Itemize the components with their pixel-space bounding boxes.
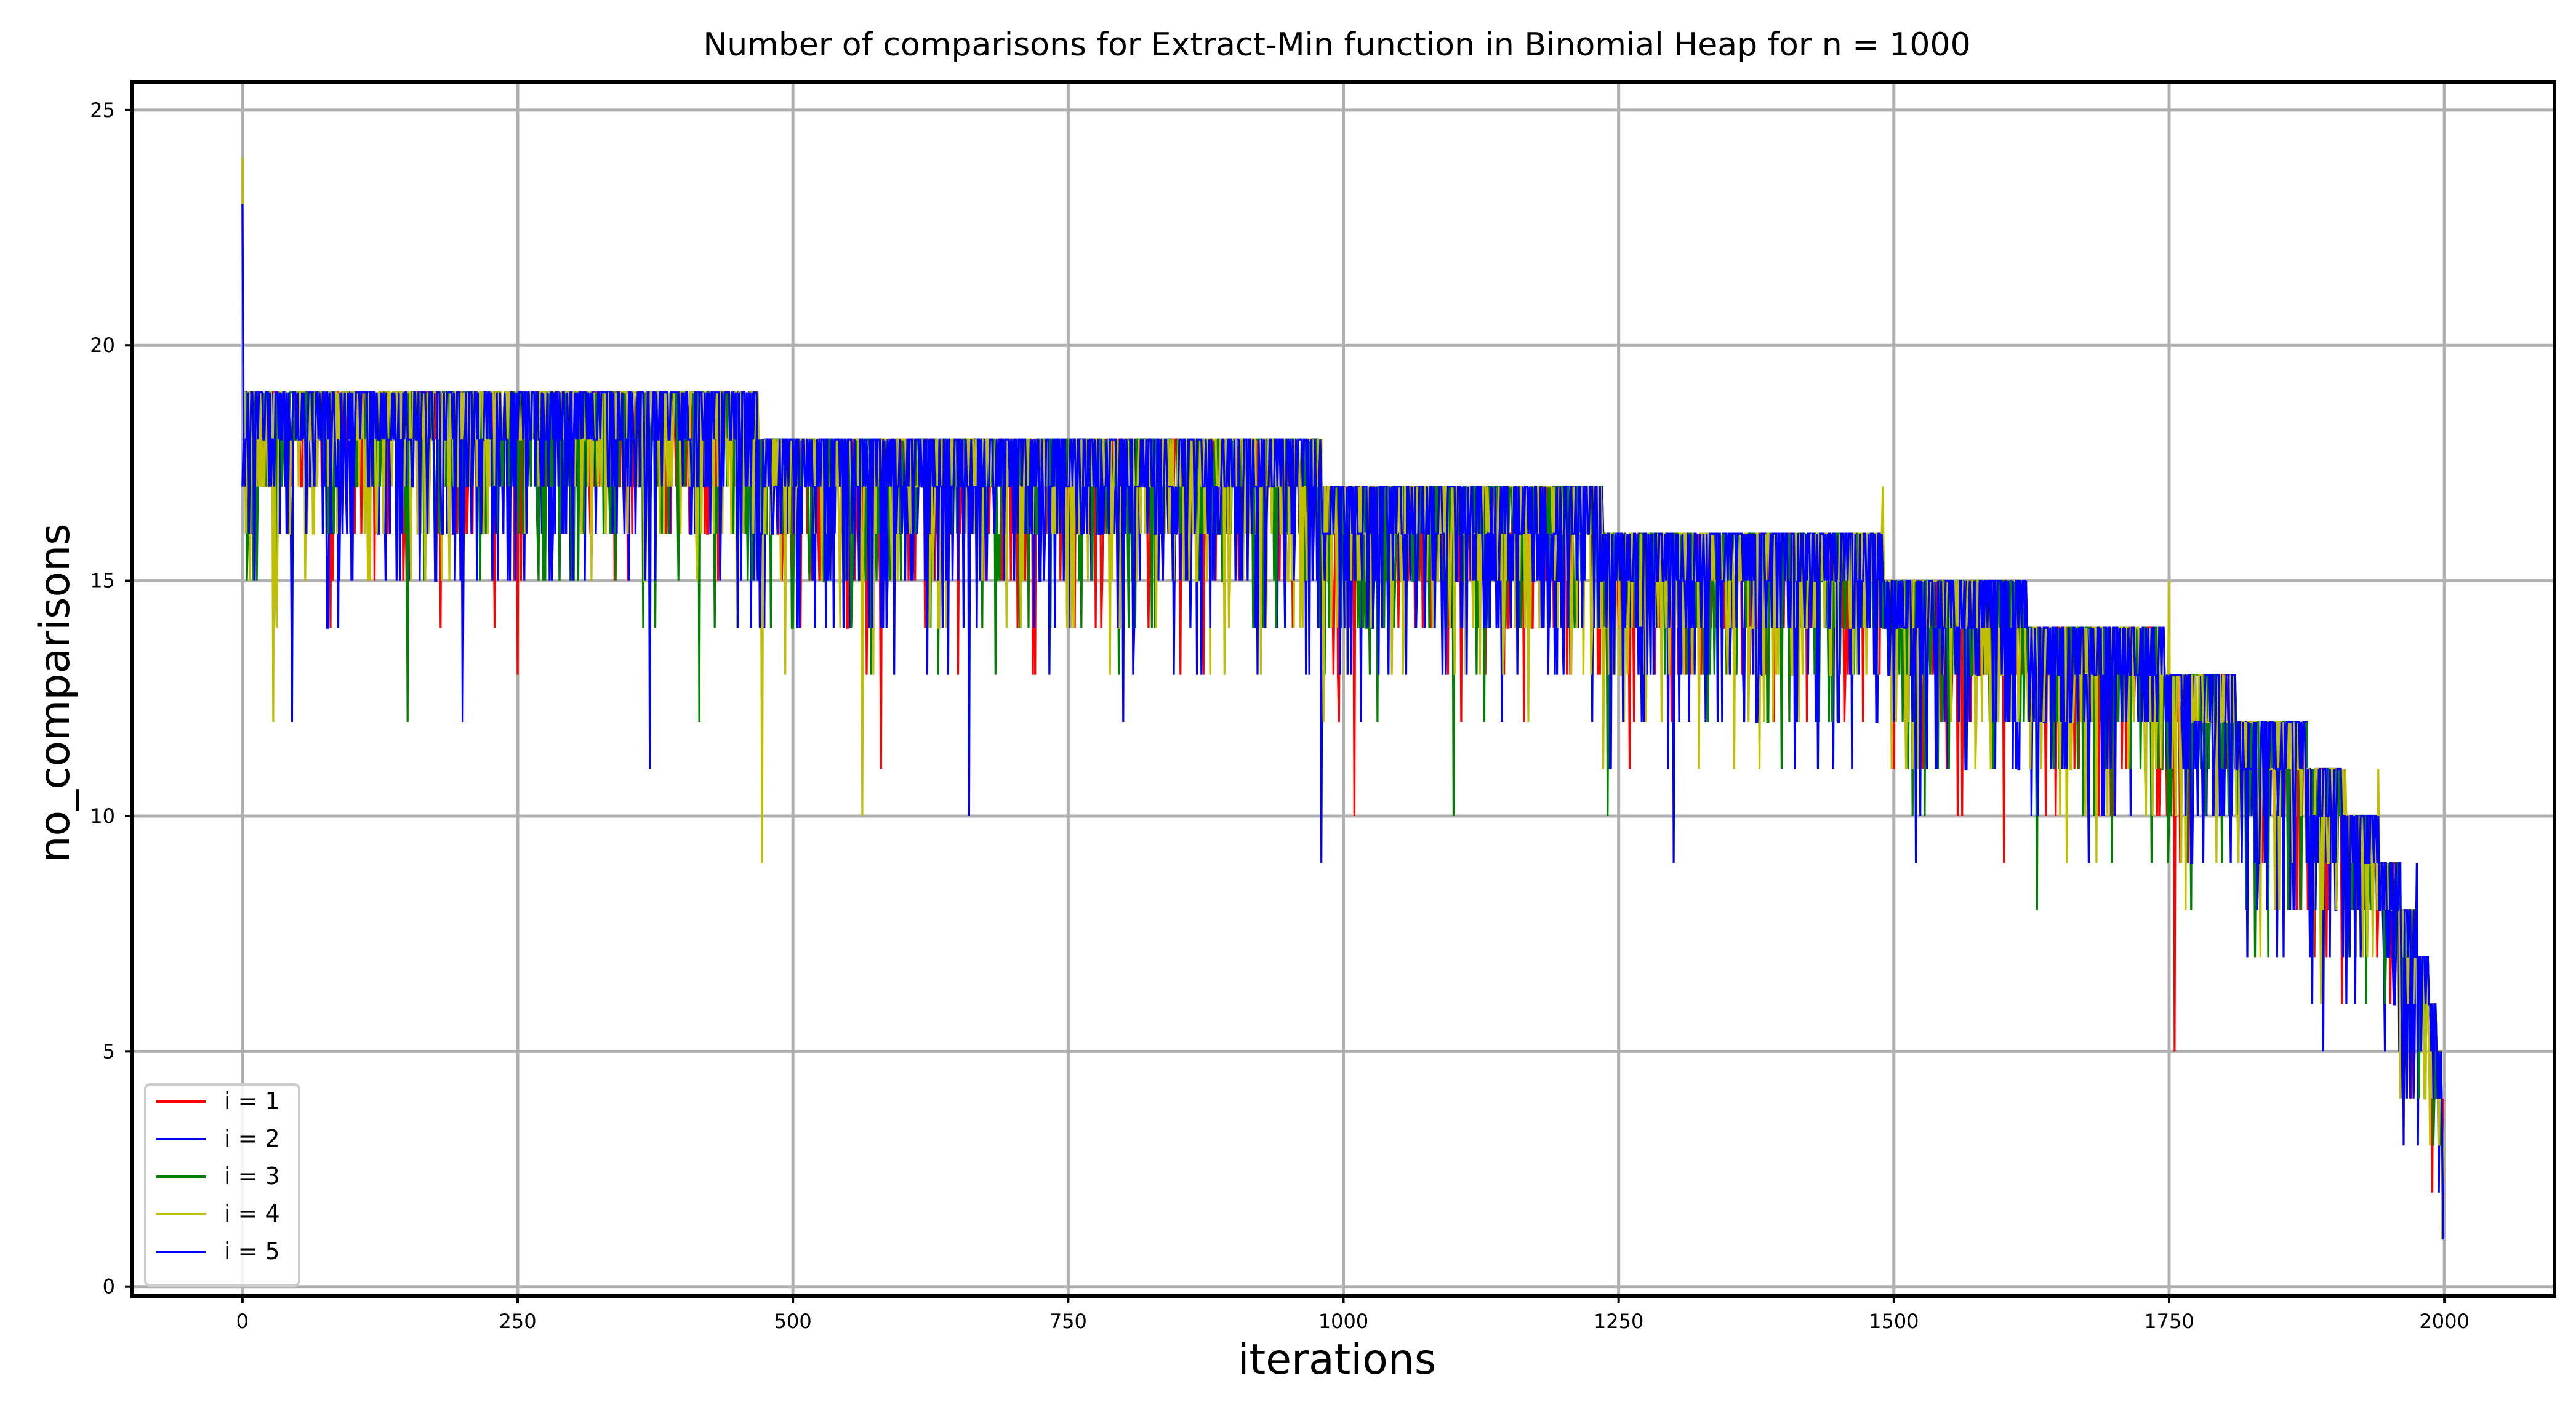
series-line-5 xyxy=(241,204,2444,1240)
x-tick-label: 1000 xyxy=(1318,1310,1368,1333)
x-tick-label: 500 xyxy=(774,1310,812,1333)
legend-entry: i = 5 xyxy=(224,1238,280,1265)
y-tick-label: 0 xyxy=(103,1275,115,1299)
legend-entry: i = 1 xyxy=(224,1087,280,1115)
x-axis-label: iterations xyxy=(1238,1335,1437,1384)
chart-title: Number of comparisons for Extract-Min fu… xyxy=(703,26,1970,63)
x-tick-label: 250 xyxy=(499,1310,536,1333)
y-tick-label: 10 xyxy=(90,804,115,828)
legend-entry: i = 2 xyxy=(224,1125,280,1152)
series-lines xyxy=(241,157,2444,1240)
legend-box xyxy=(144,1083,300,1287)
x-tick-label: 750 xyxy=(1049,1310,1087,1333)
grid xyxy=(132,82,2554,1296)
y-tick-label: 5 xyxy=(103,1039,115,1063)
legend-entry: i = 4 xyxy=(224,1200,280,1227)
x-tick-label: 2000 xyxy=(2419,1310,2469,1333)
legend: i = 1 i = 2 i = 3 i = 4 i = 5 xyxy=(144,1083,300,1287)
x-tick-label: 1500 xyxy=(1869,1310,1919,1333)
y-tick-label: 20 xyxy=(90,334,115,357)
y-tick-label: 25 xyxy=(90,98,115,122)
y-axis-ticks: 0 5 10 15 20 25 xyxy=(90,98,132,1299)
x-tick-label: 1250 xyxy=(1594,1310,1643,1333)
legend-entry: i = 3 xyxy=(224,1163,280,1190)
y-tick-label: 15 xyxy=(90,569,115,593)
y-axis-label: no_comparisons xyxy=(31,523,79,862)
x-axis-ticks: 0 250 500 750 1000 1250 1500 1750 2000 xyxy=(236,1296,2470,1333)
x-tick-label: 1750 xyxy=(2144,1310,2194,1333)
x-tick-label: 0 xyxy=(236,1310,249,1333)
